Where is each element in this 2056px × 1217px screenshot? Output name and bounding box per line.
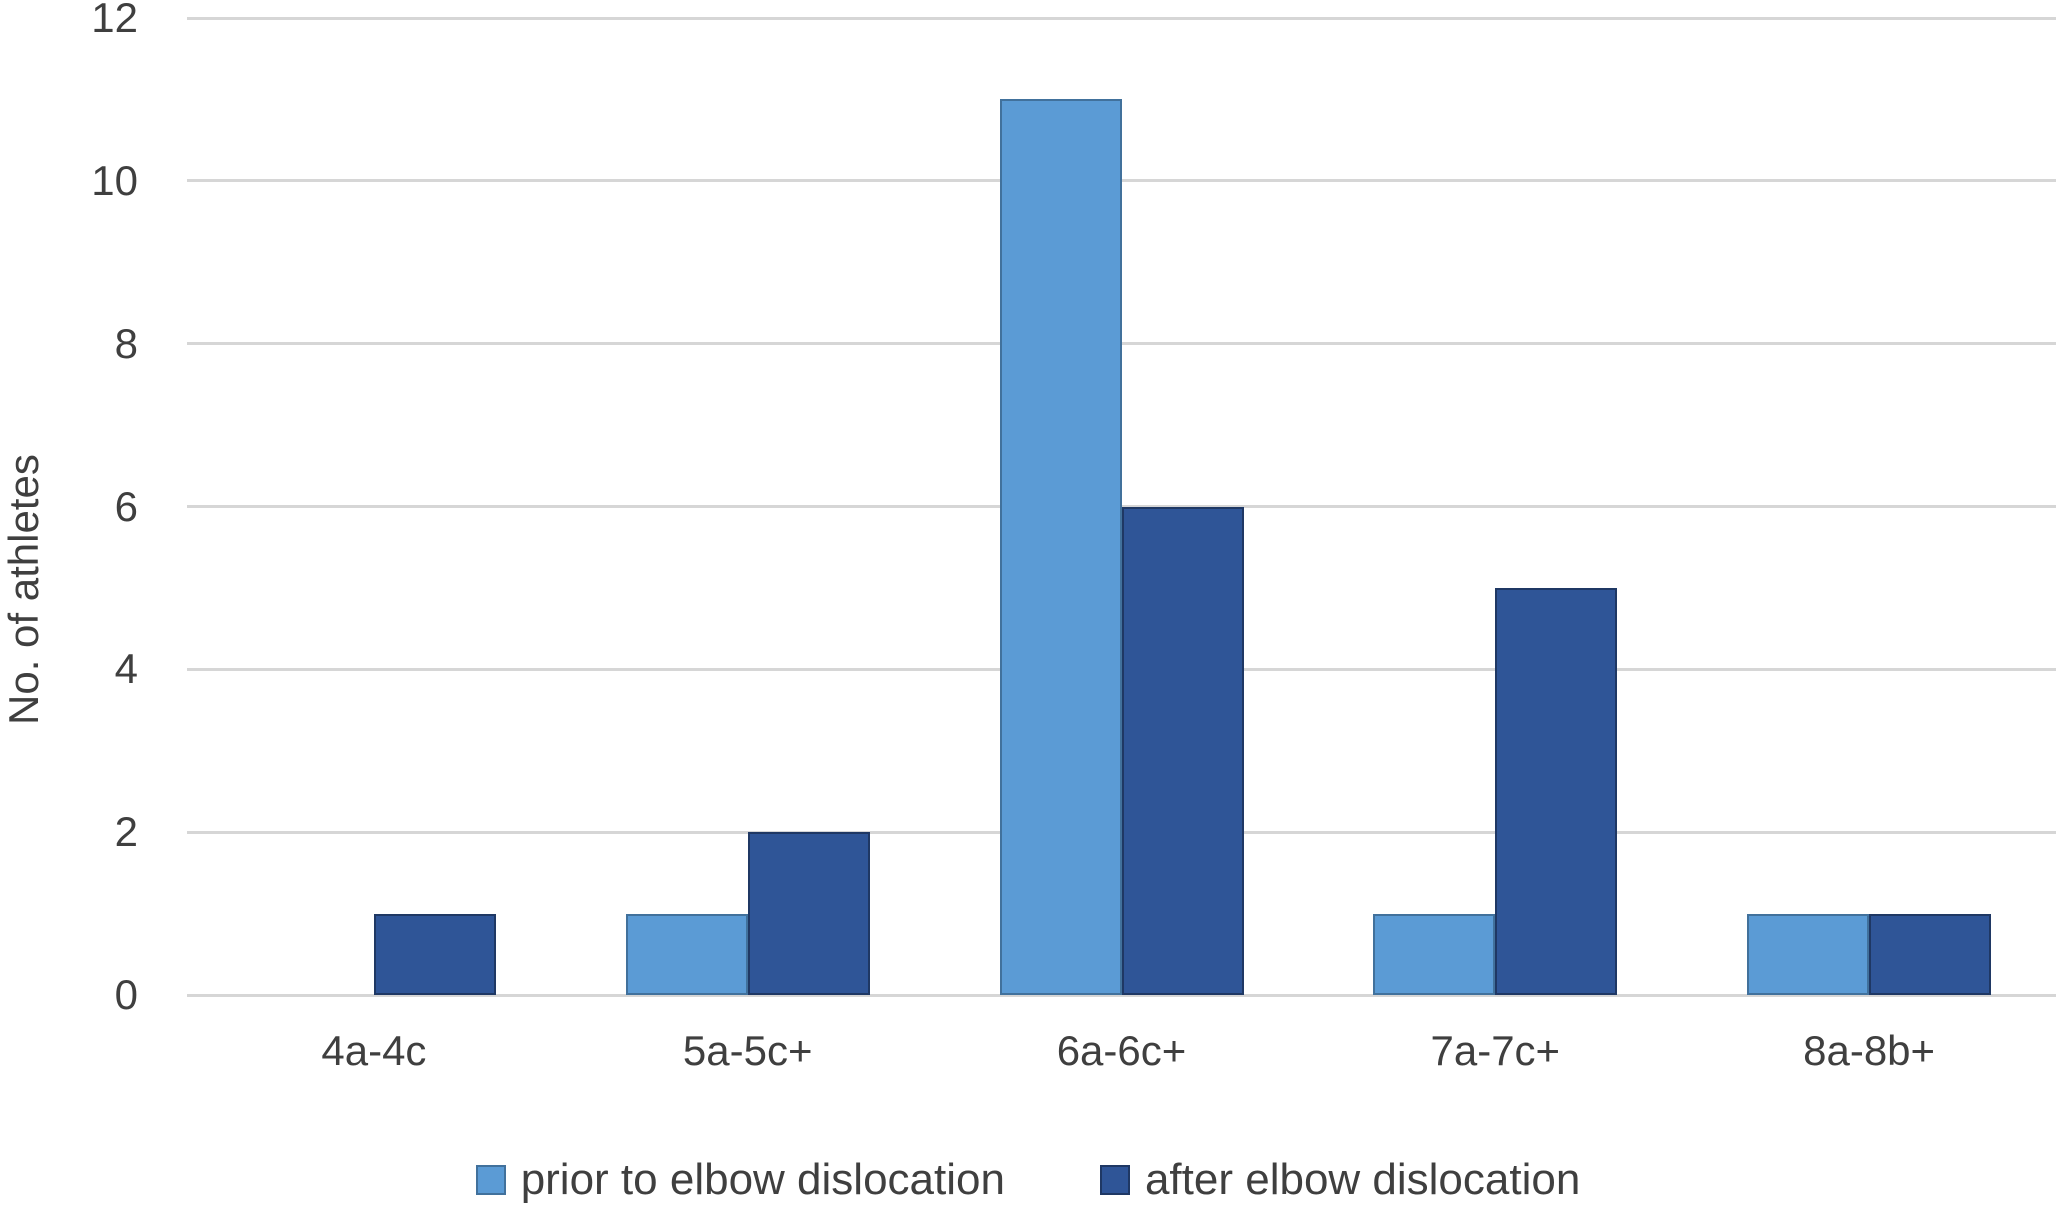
legend-label: after elbow dislocation: [1144, 1155, 1581, 1204]
y-tick-label: 6: [114, 482, 138, 530]
bar: [373, 913, 496, 995]
legend: prior to elbow dislocation after elbow di…: [0, 1152, 2056, 1208]
y-tick-label: 0: [114, 971, 138, 1018]
x-axis-label: 7a-7c+: [1430, 1027, 1561, 1074]
y-tick-label: 10: [91, 156, 138, 204]
legend-swatch: [475, 1165, 506, 1195]
legend-label: prior to elbow dislocation: [520, 1155, 1005, 1204]
gridline: [187, 16, 2056, 20]
y-tick-label: 2: [114, 808, 138, 856]
y-tick-label: 12: [91, 0, 138, 41]
bar: [625, 913, 748, 995]
legend-item: prior to elbow dislocation: [475, 1155, 1005, 1205]
bar: [1121, 506, 1244, 995]
legend-item: after elbow dislocation: [1099, 1155, 1581, 1205]
legend-swatch: [1099, 1165, 1130, 1195]
gridline: [187, 179, 2056, 183]
bar: [1747, 913, 1870, 995]
bar: [1869, 913, 1992, 995]
bar: [1495, 587, 1618, 995]
x-axis-label: 5a-5c+: [682, 1027, 813, 1074]
x-axis-label: 6a-6c+: [1056, 1027, 1187, 1074]
y-tick-label: 4: [114, 645, 138, 693]
bar: [1373, 913, 1496, 995]
x-axis-label: 4a-4c: [321, 1027, 427, 1074]
y-tick-label: 8: [114, 319, 138, 367]
bar: [999, 99, 1122, 995]
x-axis-label: 8a-8b+: [1803, 1027, 1936, 1074]
bar: [747, 832, 870, 995]
gridline: [187, 993, 2056, 997]
gridline: [187, 342, 2056, 346]
